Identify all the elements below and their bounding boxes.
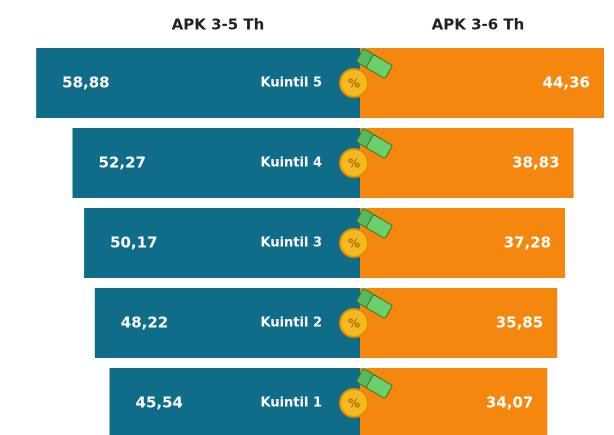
coin — [339, 308, 369, 338]
value-label: 48,22 — [121, 314, 168, 332]
value-label: 50,17 — [110, 234, 157, 252]
bar — [94, 288, 360, 358]
banknote — [366, 374, 393, 399]
bar — [36, 48, 360, 118]
banknote — [366, 214, 393, 239]
value-label: 37,28 — [504, 234, 551, 252]
banknote — [366, 294, 393, 319]
series-header: APK 3-5 Th — [172, 16, 265, 34]
category-label: Kuintil 3 — [260, 236, 322, 251]
coin-symbol: % — [348, 77, 360, 91]
category-label: Kuintil 4 — [260, 156, 322, 171]
bar — [360, 128, 574, 198]
money-icon: % — [339, 368, 393, 418]
value-label: 45,54 — [136, 394, 183, 412]
coin — [339, 68, 369, 98]
category-label: Kuintil 2 — [260, 316, 322, 331]
money-icon: % — [339, 48, 393, 98]
value-label: 44,36 — [543, 74, 590, 92]
bar — [360, 288, 558, 358]
category-label: Kuintil 1 — [260, 396, 322, 411]
coin-symbol: % — [348, 237, 360, 251]
bar — [360, 48, 604, 118]
coin-symbol: % — [348, 157, 360, 171]
coin — [339, 228, 369, 258]
value-label: 52,27 — [99, 154, 146, 172]
money-icon: % — [339, 288, 393, 338]
category-label: Kuintil 5 — [260, 76, 322, 91]
coin — [339, 388, 369, 418]
value-label: 35,85 — [496, 314, 543, 332]
value-label: 58,88 — [62, 74, 109, 92]
series-header: APK 3-6 Th — [432, 16, 525, 34]
bar — [72, 128, 360, 198]
coin — [339, 148, 369, 178]
bar — [84, 208, 360, 278]
coin-symbol: % — [348, 317, 360, 331]
banknote — [366, 134, 393, 159]
money-icon: % — [339, 128, 393, 178]
bar — [109, 368, 360, 435]
banknote — [366, 54, 393, 79]
value-label: 34,07 — [486, 394, 533, 412]
coin-symbol: % — [348, 397, 360, 411]
bar — [360, 208, 566, 278]
bar — [360, 368, 548, 435]
value-label: 38,83 — [512, 154, 559, 172]
money-icon: % — [339, 208, 393, 258]
